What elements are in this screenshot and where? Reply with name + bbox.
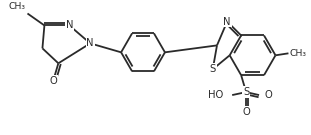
Text: S: S [210,64,216,74]
Text: N: N [66,20,73,30]
Text: O: O [49,76,57,86]
Text: O: O [242,107,250,117]
Text: S: S [243,87,249,97]
Text: N: N [86,38,94,48]
Text: CH₃: CH₃ [290,49,306,58]
Text: O: O [264,90,272,100]
Text: HO: HO [208,90,223,100]
Text: N: N [223,16,231,27]
Text: CH₃: CH₃ [8,2,26,11]
